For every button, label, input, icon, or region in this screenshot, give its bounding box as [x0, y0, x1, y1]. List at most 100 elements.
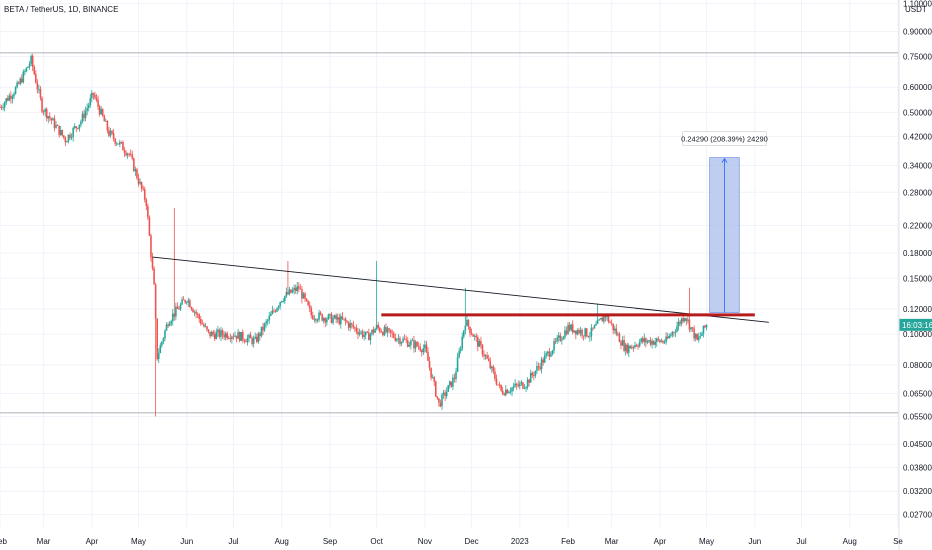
- x-tick-label: Aug: [275, 537, 289, 546]
- candle-body: [372, 329, 375, 333]
- candle-body: [568, 324, 571, 331]
- candle-body: [308, 305, 311, 309]
- candle-body: [49, 116, 51, 119]
- candle-body: [687, 319, 689, 321]
- candle-body: [19, 78, 22, 84]
- candle-body: [438, 398, 440, 403]
- candle-body: [47, 116, 50, 119]
- candle-body: [10, 95, 12, 99]
- candle-body: [87, 105, 90, 109]
- candle-body: [69, 134, 71, 138]
- candle-body: [95, 97, 98, 100]
- candle-body: [142, 188, 144, 190]
- candle-body: [268, 315, 271, 321]
- candle-body: [44, 109, 46, 112]
- candle-body: [561, 339, 563, 341]
- candle-body: [221, 330, 224, 335]
- candle-body: [621, 340, 624, 346]
- candle-body: [143, 189, 146, 200]
- candle-body: [215, 332, 218, 339]
- candle-body: [217, 329, 219, 333]
- candle-body: [358, 332, 361, 335]
- candle-body: [285, 291, 288, 297]
- candle-body: [439, 402, 442, 407]
- candle-body: [276, 308, 278, 312]
- candle-body: [567, 324, 569, 335]
- candle-body: [227, 338, 230, 339]
- y-tick-label: 0.22000: [903, 222, 932, 231]
- candle-body: [122, 142, 124, 151]
- candle-body: [134, 169, 137, 172]
- candle-body: [91, 92, 93, 99]
- candle-body: [63, 135, 65, 138]
- candle-body: [497, 384, 499, 386]
- candle-body: [8, 95, 11, 101]
- candle-body: [185, 302, 188, 304]
- candle-body: [534, 370, 537, 376]
- candle-body: [394, 337, 397, 341]
- candle-body: [103, 115, 106, 122]
- candle-body: [80, 121, 82, 125]
- y-tick-label: 0.08000: [903, 361, 932, 370]
- candle-body: [220, 330, 222, 337]
- candle-body: [167, 324, 169, 326]
- candle-body: [663, 342, 666, 344]
- candle-body: [290, 289, 292, 293]
- candle-body: [173, 313, 176, 317]
- candle-body: [273, 310, 275, 312]
- candle-body: [547, 351, 549, 354]
- candle-body: [624, 344, 627, 351]
- candle-body: [287, 291, 289, 295]
- candle-body: [590, 327, 593, 337]
- candle-body: [565, 330, 568, 335]
- x-tick-label: Jun: [180, 537, 193, 546]
- candle-body: [643, 338, 646, 342]
- candle-body: [571, 324, 574, 333]
- candle-body: [595, 323, 597, 326]
- candle-body: [108, 130, 110, 136]
- candle-body: [28, 64, 31, 67]
- candle-body: [330, 313, 333, 323]
- candle-body: [109, 130, 112, 136]
- candle-body: [587, 336, 590, 338]
- candle-body: [335, 315, 337, 320]
- candle-body: [640, 338, 643, 342]
- candle-body: [346, 321, 348, 323]
- candle-body: [396, 339, 398, 341]
- candle-body: [526, 379, 529, 388]
- candle-body: [101, 109, 104, 116]
- candle-body: [665, 336, 667, 343]
- candle-body: [246, 338, 249, 343]
- candle-body: [375, 324, 378, 330]
- candle-body: [255, 336, 258, 342]
- candle-body: [691, 327, 694, 329]
- candle-body: [357, 331, 359, 335]
- candle-body: [478, 341, 481, 347]
- candle-body: [270, 314, 272, 316]
- y-tick-label: 0.28000: [903, 188, 932, 197]
- candle-body: [288, 289, 291, 295]
- candle-body: [392, 333, 395, 338]
- candle-body: [187, 300, 190, 303]
- candle-body: [229, 338, 232, 340]
- candle-body: [343, 318, 345, 320]
- measure-label: 0.24290 (208.39%) 24290: [681, 135, 768, 144]
- x-tick-label: May: [699, 537, 714, 546]
- candle-body: [25, 67, 28, 72]
- candle-body: [486, 355, 488, 359]
- candle-body: [181, 299, 183, 305]
- candle-body: [682, 318, 685, 322]
- candle-body: [410, 340, 412, 345]
- candle-body: [234, 335, 236, 337]
- candle-body: [162, 338, 165, 342]
- y-tick-label: 0.75000: [903, 52, 932, 61]
- candle-body: [701, 333, 703, 336]
- candle-body: [52, 118, 54, 121]
- candle-body: [615, 328, 618, 335]
- candle-body: [528, 379, 530, 383]
- y-tick-label: 0.10000: [903, 330, 932, 339]
- candle-body: [637, 346, 639, 347]
- candle-body: [213, 334, 216, 339]
- candle-body: [347, 322, 350, 328]
